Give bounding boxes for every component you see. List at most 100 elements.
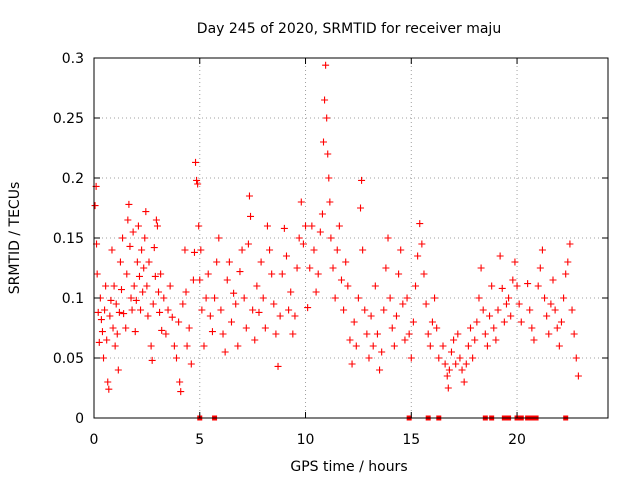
data-point <box>536 264 544 272</box>
data-point <box>324 150 332 158</box>
axis-ticks <box>93 57 608 419</box>
data-point <box>456 354 464 362</box>
data-point <box>333 246 341 254</box>
data-point <box>358 176 366 184</box>
data-point <box>566 240 574 248</box>
data-point <box>547 300 555 308</box>
tick-labels: 0 0.05 0.1 0.15 0.2 0.25 0.3 0 5 10 15 20 <box>53 51 526 448</box>
data-point <box>101 306 109 314</box>
data-point <box>127 294 135 302</box>
data-point <box>280 224 288 232</box>
data-point <box>431 294 439 302</box>
data-point <box>257 258 265 266</box>
data-point <box>543 312 551 320</box>
data-point <box>322 61 330 69</box>
data-point <box>479 306 487 314</box>
data-point <box>359 246 367 254</box>
data-point <box>399 300 407 308</box>
data-point <box>282 252 290 260</box>
data-point <box>494 306 502 314</box>
data-point <box>321 96 329 104</box>
data-point <box>447 348 455 356</box>
data-point <box>500 318 508 326</box>
data-point <box>412 282 420 290</box>
data-point <box>505 294 513 302</box>
data-point <box>211 294 219 302</box>
data-point <box>138 246 146 254</box>
data-point <box>384 234 392 242</box>
y-tick-label: 0.3 <box>62 51 84 67</box>
data-point <box>416 220 424 228</box>
data-point <box>125 200 133 208</box>
data-point <box>361 306 369 314</box>
data-point <box>439 342 447 350</box>
data-point <box>149 300 157 308</box>
data-point <box>376 366 384 374</box>
data-point <box>208 328 216 336</box>
data-point <box>189 276 197 284</box>
data-point <box>445 366 453 374</box>
data-point <box>98 328 106 336</box>
data-point <box>249 306 257 314</box>
data-point <box>513 282 521 290</box>
data-point <box>462 360 470 368</box>
data-point <box>181 246 189 254</box>
data-point <box>306 264 314 272</box>
data-point <box>352 342 360 350</box>
data-point <box>139 288 147 296</box>
data-point <box>93 270 101 278</box>
data-point <box>190 248 198 256</box>
data-point <box>471 336 479 344</box>
data-point <box>426 342 434 350</box>
data-point <box>147 342 155 350</box>
data-point <box>308 222 316 230</box>
data-point <box>230 289 238 297</box>
data-point <box>195 222 203 230</box>
x-tick-label: 0 <box>90 432 99 448</box>
data-point <box>140 264 148 272</box>
data-point <box>253 282 261 290</box>
data-point <box>176 378 184 386</box>
y-tick-label: 0.15 <box>53 231 84 247</box>
data-point <box>179 300 187 308</box>
data-point <box>401 336 409 344</box>
data-point <box>450 336 458 344</box>
data-point <box>153 222 161 230</box>
data-point <box>236 268 244 276</box>
data-point <box>424 330 432 338</box>
data-point <box>164 306 172 314</box>
data-point <box>314 270 322 278</box>
x-tick-label: 10 <box>297 432 315 448</box>
data-point <box>221 348 229 356</box>
data-point <box>409 318 417 326</box>
data-point <box>131 328 139 336</box>
data-point <box>310 246 318 254</box>
data-point <box>490 324 498 332</box>
data-point <box>380 306 388 314</box>
x-tick-label: 15 <box>402 432 420 448</box>
data-point <box>187 360 195 368</box>
y-tick-label: 0 <box>75 411 84 427</box>
data-point <box>115 308 123 316</box>
data-point <box>340 306 348 314</box>
data-point <box>270 300 278 308</box>
data-point <box>363 330 371 338</box>
data-point <box>142 208 150 216</box>
data-point <box>213 258 221 266</box>
data-point <box>278 270 286 278</box>
data-points <box>91 61 582 421</box>
data-point <box>295 234 303 242</box>
data-point <box>348 360 356 368</box>
data-point <box>302 222 310 230</box>
data-point <box>133 258 141 266</box>
data-point <box>344 282 352 290</box>
data-point <box>145 258 153 266</box>
data-point <box>528 324 536 332</box>
data-point <box>198 306 206 314</box>
data-point <box>524 280 532 288</box>
data-point <box>407 354 415 362</box>
data-point <box>225 258 233 266</box>
data-point <box>156 308 164 316</box>
data-point <box>227 318 235 326</box>
